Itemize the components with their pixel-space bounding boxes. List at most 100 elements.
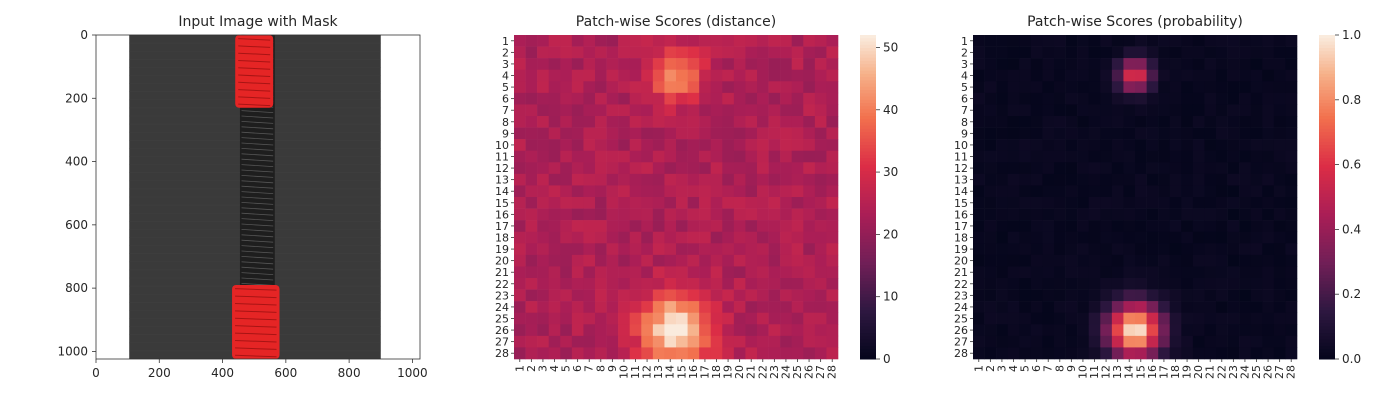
- heatmap-cell: [641, 347, 654, 360]
- heatmap-cell: [780, 173, 793, 186]
- heatmap-cell: [996, 46, 1009, 59]
- heatmap-cell: [1100, 116, 1113, 128]
- heatmap-cell: [710, 208, 723, 221]
- heatmap-cell: [1158, 220, 1171, 233]
- heatmap-cell: [973, 173, 985, 186]
- heatmap-cell: [595, 278, 607, 290]
- heatmap-cell: [1019, 185, 1032, 198]
- heatmap-cell: [1262, 312, 1275, 325]
- mask-texture: [235, 347, 277, 350]
- heatmap-cell: [1181, 150, 1194, 163]
- heatmap-cell: [571, 185, 584, 198]
- heatmap-cell: [595, 173, 607, 186]
- heatmap-cell: [595, 231, 607, 244]
- heatmap-cell: [1273, 104, 1286, 117]
- heatmap-cell: [973, 312, 985, 325]
- heatmap-cell: [1019, 289, 1032, 302]
- heatmap-cell: [1273, 254, 1286, 267]
- heatmap-cell: [757, 127, 769, 140]
- heatmap-cell: [1216, 220, 1228, 233]
- heatmap-cell: [1285, 289, 1298, 302]
- heatmap-cell: [780, 104, 793, 117]
- heatmap-cell: [1077, 35, 1090, 47]
- heatmap-cell: [629, 162, 642, 175]
- heatmap-cell: [548, 173, 561, 186]
- heatmap-cell: [1123, 278, 1136, 290]
- heatmap-cell: [1169, 197, 1182, 209]
- colorbar-band: [860, 271, 876, 276]
- heatmap-cell: [768, 116, 781, 128]
- heatmap-cell: [1135, 301, 1147, 314]
- x-tick-label: 25: [1250, 365, 1263, 379]
- colorbar-band: [1319, 261, 1335, 266]
- heatmap-cell: [1007, 46, 1020, 59]
- heatmap-cell: [687, 139, 700, 152]
- y-tick-label: 6: [502, 93, 509, 106]
- heatmap-cell: [710, 104, 723, 117]
- heatmap-cell: [1250, 173, 1263, 186]
- heatmap-cell: [548, 289, 561, 302]
- heatmap-cell: [1007, 289, 1020, 302]
- heatmap-cell: [583, 278, 596, 290]
- heatmap-cell: [1019, 347, 1032, 360]
- heatmap-cell: [525, 266, 538, 279]
- heatmap-cell: [1019, 243, 1032, 256]
- x-axis: 0 200 400 600 800 1000: [92, 359, 428, 380]
- colorbar-band: [1319, 122, 1335, 127]
- heatmap-cell: [1088, 278, 1101, 290]
- heatmap-cell: [571, 266, 584, 279]
- heatmap-cell: [973, 104, 985, 117]
- heatmap-cell: [1042, 335, 1055, 348]
- heatmap-cell: [1227, 185, 1240, 198]
- heatmap-cell: [791, 197, 804, 209]
- heatmap-cell: [1088, 127, 1101, 140]
- mask-texture: [235, 295, 277, 299]
- colorbar-band: [1319, 229, 1335, 234]
- heatmap-cell: [814, 69, 827, 82]
- heatmap-cell: [1192, 116, 1205, 128]
- heatmap-cell: [1192, 208, 1205, 221]
- heatmap-cell: [780, 312, 793, 325]
- heatmap-cell: [1158, 197, 1171, 209]
- heatmap-cell: [996, 58, 1009, 71]
- heatmap-cell: [1065, 278, 1078, 290]
- y-tick-label: 0: [80, 28, 88, 42]
- heatmap-cell: [1227, 150, 1240, 163]
- heatmap-cell: [1216, 197, 1228, 209]
- heatmap-cell: [606, 46, 619, 59]
- panel-input-image: Input Image with Mask 0 200 400 600 800 1000 …: [57, 14, 427, 380]
- heatmap-cell: [803, 81, 816, 94]
- heatmap-cell: [641, 254, 654, 267]
- heatmap-cell: [791, 324, 804, 337]
- heatmap-cell: [1100, 58, 1113, 71]
- heatmap-cell: [1042, 127, 1055, 140]
- heatmap-cell: [1273, 289, 1286, 302]
- heatmap-cell: [733, 162, 746, 175]
- heatmap-cell: [1192, 185, 1205, 198]
- zipper-tooth: [241, 234, 274, 238]
- y-tick-label: 9: [502, 127, 509, 140]
- heatmap-cell: [1216, 312, 1228, 325]
- heatmap-cell: [745, 266, 758, 279]
- heatmap-cell: [583, 35, 596, 47]
- heatmap-cell: [664, 243, 677, 256]
- heatmap-cell: [1169, 301, 1182, 314]
- colorbar-band: [860, 38, 876, 42]
- heatmap-cell: [826, 162, 839, 175]
- heatmap-cell: [571, 278, 584, 290]
- heatmap-cell: [560, 347, 573, 360]
- colorbar-band: [1319, 64, 1335, 68]
- heatmap-cell: [1262, 173, 1275, 186]
- heatmap-cell: [1239, 254, 1252, 267]
- heatmap-cell: [664, 173, 677, 186]
- colorbar-band: [1319, 96, 1335, 101]
- heatmap-cell: [803, 243, 816, 256]
- heatmap-cell: [652, 104, 665, 117]
- x-tick-label: 19: [1181, 365, 1194, 379]
- heatmap-cell: [606, 139, 619, 152]
- heatmap-cell: [1285, 58, 1298, 71]
- heatmap-cell: [768, 81, 781, 94]
- heatmap-cell: [984, 150, 997, 163]
- heatmap-cell: [780, 335, 793, 348]
- heatmap-cell: [1077, 324, 1090, 337]
